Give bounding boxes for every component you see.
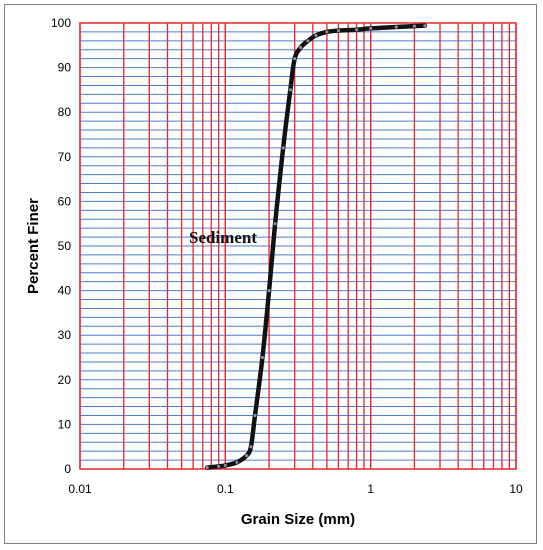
y-tick-label: 60: [58, 194, 72, 208]
vertical-grid: [79, 23, 517, 469]
data-point: [423, 24, 427, 28]
data-point: [223, 463, 227, 468]
data-point: [288, 88, 292, 92]
plot-area-border: [79, 22, 517, 470]
y-tick-label: 80: [58, 105, 72, 119]
y-tick-label: 100: [51, 16, 71, 30]
data-point: [336, 28, 341, 33]
data-point: [354, 28, 359, 32]
y-tick-label: 90: [58, 61, 72, 75]
data-point: [244, 454, 249, 458]
y-tick-label: 20: [58, 373, 72, 387]
series-points: [205, 24, 427, 470]
data-point: [412, 24, 417, 28]
y-tick-label: 40: [58, 284, 72, 298]
data-point: [260, 355, 265, 360]
y-tick-label: 10: [58, 417, 72, 431]
data-point: [325, 30, 329, 34]
y-axis-label: Percent Finer: [25, 198, 42, 294]
y-tick-labels: 0 10 20 30 40 50 60 70 80 90 100: [51, 16, 71, 476]
data-point: [205, 466, 209, 470]
data-point: [394, 25, 398, 29]
data-point: [314, 33, 318, 38]
series-line-sediment: [204, 23, 428, 470]
x-tick-label: 0.01: [68, 482, 92, 496]
y-tick-label: 70: [58, 150, 72, 164]
chart-frame: [4, 4, 537, 544]
y-tick-label: 30: [58, 328, 72, 342]
data-point: [217, 464, 221, 468]
x-tick-labels: 0.01 0.1 1 10: [68, 482, 523, 496]
data-point: [249, 445, 253, 449]
x-axis-label: Grain Size (mm): [241, 511, 355, 528]
x-tick-label: 1: [367, 482, 374, 496]
data-point: [306, 39, 310, 43]
x-tick-label: 10: [509, 482, 523, 496]
data-point: [253, 413, 257, 418]
data-point: [267, 289, 271, 293]
data-point: [235, 460, 239, 464]
data-point: [281, 146, 285, 150]
y-tick-label: 50: [58, 239, 72, 253]
data-point: [293, 57, 297, 61]
data-point: [273, 222, 277, 226]
data-point: [299, 45, 303, 50]
data-point: [369, 26, 373, 30]
annotation-sediment: Sediment: [189, 228, 257, 247]
x-tick-label: 0.1: [217, 482, 234, 496]
y-tick-label: 0: [64, 462, 71, 476]
horizontal-grid: [80, 22, 516, 470]
